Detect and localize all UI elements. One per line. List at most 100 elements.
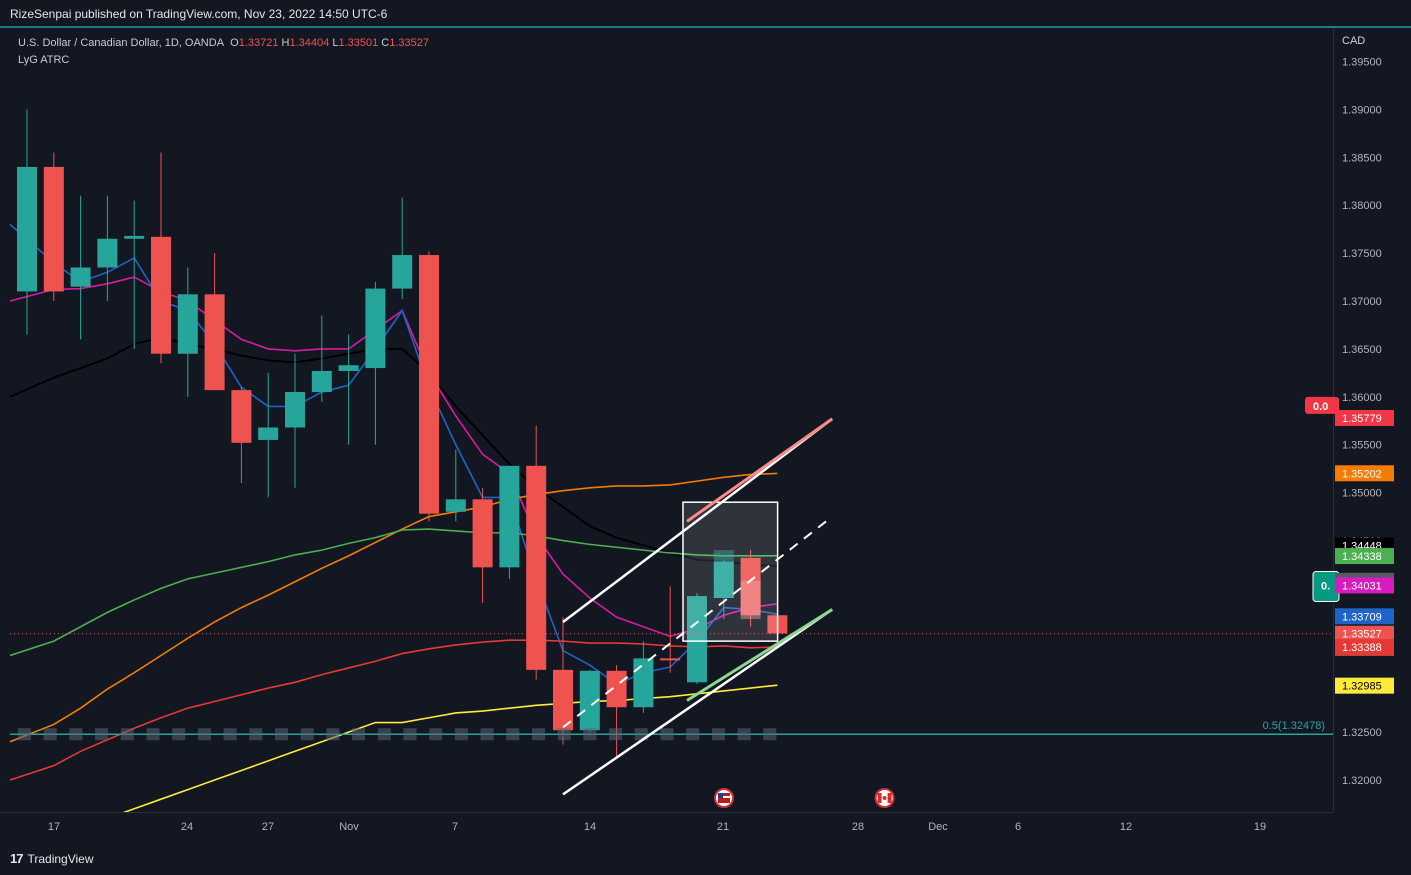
price-label[interactable]: 1.35779 xyxy=(1335,410,1394,427)
publisher-text: RizeSenpai published on TradingView.com,… xyxy=(10,7,388,21)
time-axis: 17 24 27 Nov 7 14 21 28 Dec 6 12 19 xyxy=(0,812,1411,840)
projected-candle xyxy=(713,550,734,579)
price-label[interactable]: 1.33709 xyxy=(1335,608,1394,625)
fib-marker xyxy=(172,728,186,741)
risk-zone-tag-text: 0.0 xyxy=(1313,401,1328,413)
candle[interactable] xyxy=(285,353,305,488)
ma-line-green[interactable] xyxy=(9,528,778,657)
candle[interactable] xyxy=(526,425,547,680)
candle[interactable] xyxy=(472,487,493,603)
close-label: C xyxy=(381,37,390,49)
price-label[interactable]: 1.32985 xyxy=(1335,677,1394,694)
candle[interactable] xyxy=(311,315,332,402)
candle[interactable] xyxy=(177,267,198,397)
fib-marker xyxy=(223,728,237,741)
y-tick-label: 1.35000 xyxy=(1342,488,1382,500)
candle[interactable] xyxy=(553,617,573,745)
candle-body xyxy=(526,465,547,670)
tradingview-logo-icon: 17 xyxy=(10,851,24,866)
fib-marker xyxy=(429,728,443,741)
y-tick-label: 1.38000 xyxy=(1342,200,1382,212)
y-tick-label: 1.39500 xyxy=(1342,57,1382,69)
candle[interactable] xyxy=(43,152,64,302)
price-label-bg xyxy=(1335,548,1394,565)
candle[interactable] xyxy=(713,559,734,620)
fib-marker xyxy=(249,728,263,741)
price-label[interactable]: 1.34338 xyxy=(1335,548,1394,565)
candle-body xyxy=(445,499,466,512)
candle-body xyxy=(70,267,91,287)
candle[interactable] xyxy=(579,669,600,733)
channel-middle-line[interactable] xyxy=(562,515,833,729)
candle-body xyxy=(17,166,37,292)
candle[interactable] xyxy=(17,109,37,335)
candle[interactable] xyxy=(633,641,654,713)
candle[interactable] xyxy=(606,665,627,757)
risk-zone-tag[interactable]: 0.0 xyxy=(1305,396,1339,414)
x-tick-label: 6 xyxy=(1015,821,1021,833)
price-label[interactable]: 1.35202 xyxy=(1335,465,1394,482)
drawing-overlays: 0.5(1.32478) xyxy=(10,417,1333,808)
candle-body xyxy=(285,392,305,428)
candle[interactable] xyxy=(740,550,761,627)
fib-marker xyxy=(583,728,597,741)
fib-marker xyxy=(737,728,751,741)
canada-flag-icon[interactable] xyxy=(874,788,895,808)
tradingview-logo[interactable]: 17 TradingView xyxy=(10,851,94,866)
candle[interactable] xyxy=(419,251,439,522)
chart-canvas[interactable]: 0.5(1.32478) CAD 1.39500 1.39000 1.38500 1.3… xyxy=(0,28,1411,840)
candle[interactable] xyxy=(392,197,413,300)
candle[interactable] xyxy=(124,200,145,349)
us-flag-icon[interactable] xyxy=(714,788,734,808)
price-label[interactable]: 1.33388 xyxy=(1335,639,1394,656)
candle[interactable] xyxy=(338,334,359,445)
candle[interactable] xyxy=(70,195,91,340)
ma-line-red[interactable] xyxy=(9,639,778,781)
fib-marker xyxy=(43,728,57,741)
price-label[interactable]: 1.34031 xyxy=(1335,577,1394,594)
candle[interactable] xyxy=(660,586,681,673)
ma-line-orange[interactable] xyxy=(9,472,778,743)
high-label: H xyxy=(281,37,290,49)
candle[interactable] xyxy=(687,593,707,685)
channel-upper-line[interactable] xyxy=(562,417,833,623)
candle-body xyxy=(231,390,252,443)
x-tick-label: 24 xyxy=(181,821,193,833)
symbol-title[interactable]: U.S. Dollar / Canadian Dollar, 1D, OANDA xyxy=(18,37,225,49)
candle[interactable] xyxy=(204,253,225,391)
price-label-text: 1.34338 xyxy=(1342,551,1382,563)
candle-body xyxy=(338,365,359,371)
y-tick-label: 1.35500 xyxy=(1342,440,1382,452)
candle[interactable] xyxy=(231,387,252,484)
tradingview-brand-text: TradingView xyxy=(27,851,94,866)
us-flag-canton xyxy=(718,793,723,798)
candle[interactable] xyxy=(258,372,279,498)
candle[interactable] xyxy=(97,195,118,302)
x-tick-label: 14 xyxy=(584,821,596,833)
legend-indicator-row: LyG ATRC xyxy=(18,52,429,69)
ca-flag-leaf xyxy=(882,796,887,800)
fib-marker xyxy=(69,728,83,741)
y-tick-label: 1.39000 xyxy=(1342,104,1382,116)
fib-marker xyxy=(711,728,725,741)
legend-symbol-row: U.S. Dollar / Canadian Dollar, 1D, OANDA… xyxy=(18,35,429,52)
y-tick-label: 1.38500 xyxy=(1342,152,1382,164)
high-value: 1.34404 xyxy=(289,37,330,49)
fib-marker xyxy=(609,728,623,741)
candle-body xyxy=(472,499,493,568)
candle[interactable] xyxy=(445,449,466,522)
candle[interactable] xyxy=(365,281,386,445)
price-label-text: 1.33527 xyxy=(1342,629,1382,641)
candle[interactable] xyxy=(151,152,171,364)
x-tick-label: Nov xyxy=(339,821,359,833)
indicator-name[interactable]: LyG ATRC xyxy=(18,54,70,66)
candlestick-series xyxy=(17,109,788,757)
currency-label: CAD xyxy=(1342,35,1365,47)
fib-marker xyxy=(660,728,674,741)
fib-marker xyxy=(18,728,31,741)
channel-lower-line[interactable] xyxy=(562,608,833,796)
fib-marker xyxy=(300,728,314,741)
time-axis-bg xyxy=(0,812,1411,840)
candle[interactable] xyxy=(499,465,520,579)
candle-body xyxy=(660,658,681,661)
